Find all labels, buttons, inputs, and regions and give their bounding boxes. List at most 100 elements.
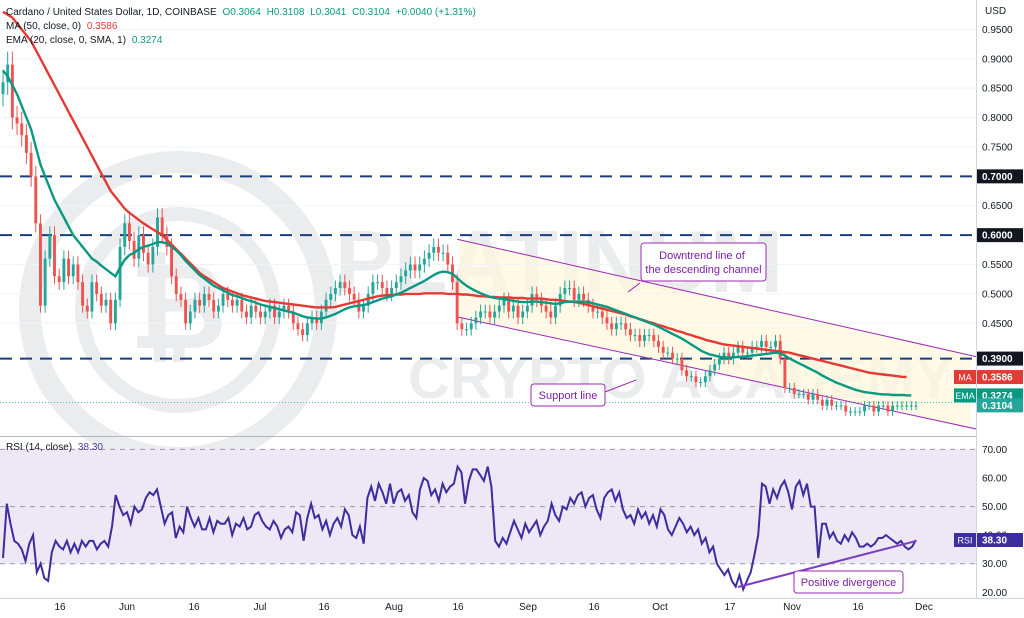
candle-body [123,223,127,247]
candle-body [511,305,515,312]
legend-symbol[interactable]: Cardano / United States Dollar, 1D, COIN… [6,7,217,18]
candle-body [413,264,417,271]
time-tick-label: 16 [188,602,200,613]
candle-body [563,288,567,294]
time-tick-label: 16 [452,602,464,613]
channel-lower-line [457,316,976,430]
channel-fill [459,239,971,428]
legend-ema-label: EMA (20, close, 0, SMA, 1) [6,35,127,46]
candle-body [858,411,862,413]
price-badge-label: 0.3274 [982,391,1013,402]
candle-body [184,299,188,324]
candle-body [10,64,14,118]
candle-body [596,311,600,313]
candle-body [839,405,843,407]
candle-body [769,346,773,348]
candle-body [230,299,234,306]
candle-body [802,393,806,395]
rsi-badge-label: 38.30 [982,536,1007,547]
candle-body [685,370,689,377]
candle-body [652,335,656,341]
candle-body [755,346,759,348]
price-badge [977,228,1023,243]
legend-ma-row[interactable]: MA (50, close, 0) 0.3586 [6,21,117,33]
candle-body [39,223,42,306]
candle-body [268,305,272,312]
candle-body [455,282,459,324]
candle-body [399,276,403,283]
candle-body [62,258,66,283]
price-badge [977,398,1023,413]
candle-body [633,335,637,337]
candle-body [474,317,478,324]
candle-body [465,329,468,331]
rsi-tick-label: 20.00 [982,588,1007,599]
legend-rsi-value: 38.30 [77,442,103,453]
candle-body [287,305,291,312]
candle-body [642,335,646,341]
candle-body [394,282,398,289]
candle-body [886,405,890,412]
candle-body [385,288,389,294]
annotation-downtrend-box [640,242,767,282]
legend-rsi-row[interactable]: RSI (14, close) 38.30 [6,442,103,454]
candle-body [872,405,876,412]
candle-body [483,311,487,313]
candle-body [221,293,225,306]
candle-body [404,270,408,277]
candle-body [273,305,277,318]
candle-body [703,376,707,383]
candle-body [142,235,145,253]
price-badge-label: 0.7000 [982,172,1013,183]
candle-body [488,311,492,318]
badge-tag-text: MA [958,373,972,383]
legend-ema-row[interactable]: EMA (20, close, 0, SMA, 1) 0.3274 [6,35,162,47]
candle-body [1,82,5,95]
candle-body [67,258,71,277]
candle-body [436,246,440,253]
candle-body [207,293,211,300]
candle-body [825,399,829,406]
ema20-line [2,69,912,397]
candle-body [750,346,754,353]
time-tick-label: 17 [724,602,736,613]
time-tick-label: Aug [385,602,403,613]
candle-body [329,293,333,300]
badge-tag-ema [954,388,976,403]
rsi-tick-label: 70.00 [982,445,1007,456]
candle-body [259,311,262,318]
candle-body [727,352,731,359]
time-axis: 16 Jun 16 Jul 16 Aug 16 Sep 16 Oct 17 Nov 16 Dec [54,602,932,613]
legend-open: O0.3064 [222,7,261,18]
candle-body [680,358,684,371]
candle-body [216,305,220,312]
candle-body [736,346,740,353]
candle-body [132,241,136,259]
price-badge-label: 0.3104 [982,401,1013,412]
annotation-support-box [530,383,606,407]
candle-body [338,282,342,289]
candle-body [689,376,693,378]
candle-body [568,288,571,290]
candle-body [245,311,248,318]
price-axis: 0.9500 0.9000 0.8500 0.8000 0.7500 0.6500 0.55… [982,25,1013,330]
time-tick-label: 16 [588,602,600,613]
annotation-downtrend-pointer [627,282,641,293]
candle-body [95,282,99,294]
candle-body [15,117,19,124]
candle-body [24,135,28,153]
candle-body [305,323,309,336]
rsi-badge-tag [954,533,976,547]
candle-body [226,293,230,300]
candle-body [333,288,337,294]
candle-body [867,405,871,407]
candle-body [694,376,698,383]
candle-body [179,293,183,300]
candle-body [422,258,426,265]
price-tick-label: 0.5000 [982,289,1013,300]
candle-body [774,340,777,347]
candle-body [577,293,581,300]
time-tick-label: Oct [652,602,668,613]
candle-body [291,311,295,324]
candle-body [788,387,792,389]
